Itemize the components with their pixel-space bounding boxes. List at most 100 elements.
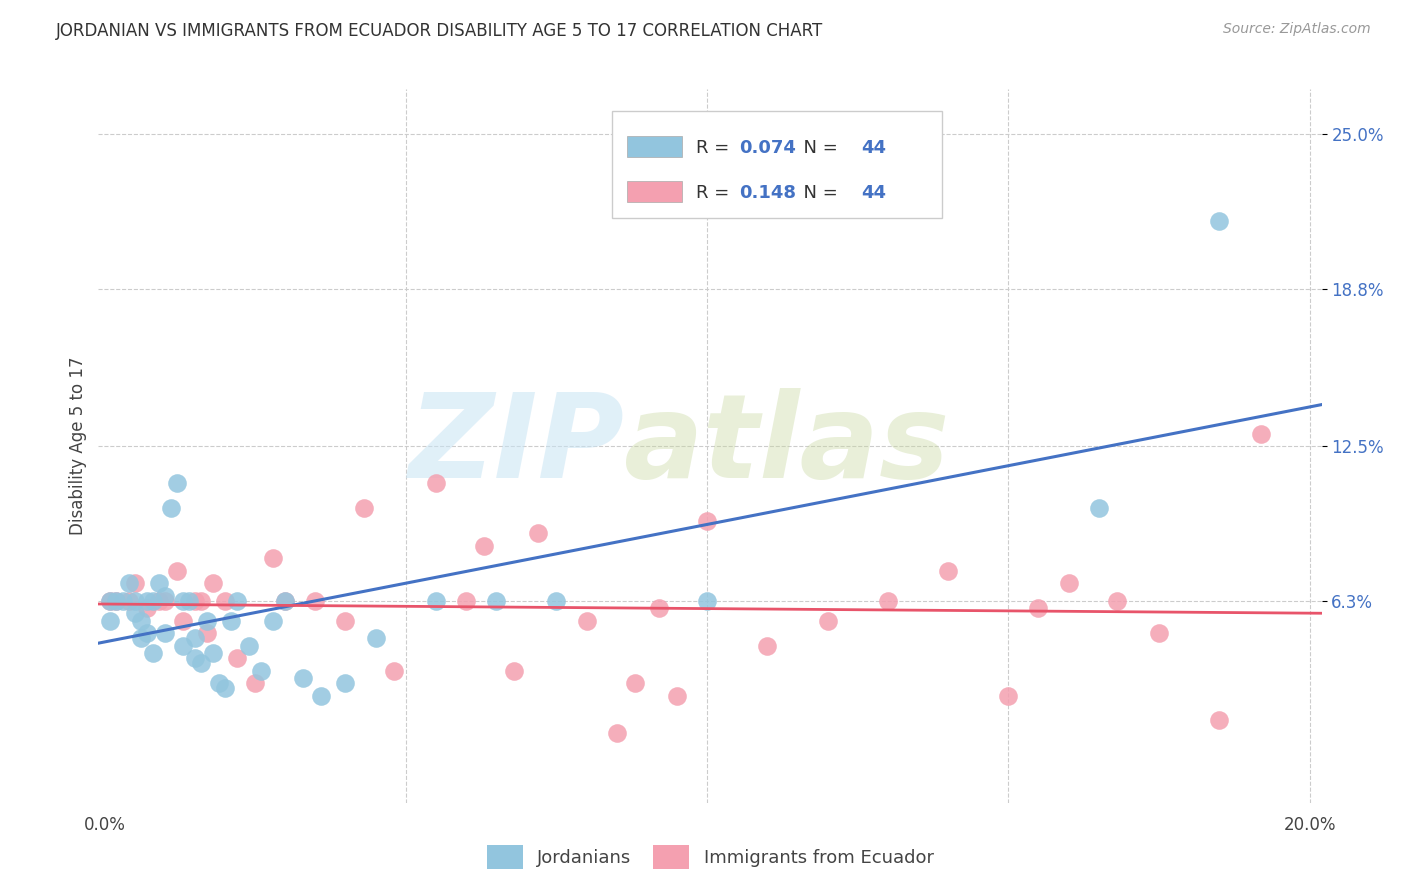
Point xyxy=(100,593,122,607)
Point xyxy=(575,614,598,628)
Point xyxy=(153,626,176,640)
Point xyxy=(172,639,194,653)
Point xyxy=(997,689,1019,703)
Point xyxy=(214,593,236,607)
Point xyxy=(142,593,165,607)
Point xyxy=(100,614,122,628)
Point xyxy=(696,514,718,528)
Point xyxy=(195,614,218,628)
Point xyxy=(876,593,898,607)
Point xyxy=(274,593,297,607)
Point xyxy=(100,593,122,607)
Text: R =: R = xyxy=(696,185,735,202)
Point xyxy=(425,476,447,491)
Point xyxy=(124,593,146,607)
Point xyxy=(214,681,236,695)
Point xyxy=(190,656,212,670)
Point xyxy=(292,671,315,685)
Point xyxy=(166,564,188,578)
Point xyxy=(172,593,194,607)
Point xyxy=(262,551,284,566)
Point xyxy=(1057,576,1080,591)
Point xyxy=(238,639,260,653)
Point xyxy=(184,593,207,607)
Point xyxy=(696,593,718,607)
Point xyxy=(105,593,128,607)
FancyBboxPatch shape xyxy=(612,111,942,218)
Point xyxy=(129,631,152,645)
Text: 0.148: 0.148 xyxy=(740,185,796,202)
Point xyxy=(648,601,671,615)
Text: R =: R = xyxy=(696,139,735,157)
Point xyxy=(1105,593,1128,607)
Text: N =: N = xyxy=(792,139,844,157)
Point xyxy=(817,614,839,628)
Point xyxy=(353,501,375,516)
Point xyxy=(135,626,157,640)
Point xyxy=(142,646,165,660)
Point xyxy=(201,646,224,660)
Point xyxy=(226,651,249,665)
Point xyxy=(304,593,326,607)
Y-axis label: Disability Age 5 to 17: Disability Age 5 to 17 xyxy=(69,357,87,535)
Point xyxy=(250,664,273,678)
Point xyxy=(117,593,139,607)
Point xyxy=(472,539,495,553)
Point xyxy=(485,593,508,607)
Point xyxy=(335,614,357,628)
Point xyxy=(382,664,405,678)
Point xyxy=(177,593,200,607)
Point xyxy=(546,593,568,607)
Point xyxy=(129,614,152,628)
Point xyxy=(274,593,297,607)
Point xyxy=(335,676,357,690)
FancyBboxPatch shape xyxy=(627,136,682,157)
Point xyxy=(172,614,194,628)
Point xyxy=(153,593,176,607)
Point xyxy=(1208,714,1230,728)
Text: 0.074: 0.074 xyxy=(740,139,796,157)
Point xyxy=(190,593,212,607)
Point xyxy=(1087,501,1109,516)
Point xyxy=(226,593,249,607)
Legend: Jordanians, Immigrants from Ecuador: Jordanians, Immigrants from Ecuador xyxy=(479,838,941,876)
Text: JORDANIAN VS IMMIGRANTS FROM ECUADOR DISABILITY AGE 5 TO 17 CORRELATION CHART: JORDANIAN VS IMMIGRANTS FROM ECUADOR DIS… xyxy=(56,22,824,40)
Point xyxy=(201,576,224,591)
Point xyxy=(756,639,779,653)
Point xyxy=(311,689,333,703)
Point xyxy=(184,651,207,665)
FancyBboxPatch shape xyxy=(627,181,682,202)
Point xyxy=(148,593,170,607)
Point xyxy=(527,526,550,541)
Point xyxy=(243,676,266,690)
Point xyxy=(124,576,146,591)
Point xyxy=(503,664,526,678)
Point xyxy=(135,601,157,615)
Point xyxy=(153,589,176,603)
Point xyxy=(936,564,959,578)
Text: N =: N = xyxy=(792,185,844,202)
Text: 44: 44 xyxy=(862,139,886,157)
Point xyxy=(219,614,242,628)
Point xyxy=(117,576,139,591)
Text: 44: 44 xyxy=(862,185,886,202)
Point xyxy=(454,593,477,607)
Point xyxy=(124,606,146,620)
Text: Source: ZipAtlas.com: Source: ZipAtlas.com xyxy=(1223,22,1371,37)
Point xyxy=(665,689,688,703)
Point xyxy=(262,614,284,628)
Point xyxy=(148,576,170,591)
Point xyxy=(364,631,387,645)
Point xyxy=(184,631,207,645)
Point xyxy=(208,676,231,690)
Point xyxy=(111,593,134,607)
Text: ZIP: ZIP xyxy=(408,389,624,503)
Point xyxy=(1208,214,1230,228)
Point xyxy=(159,501,181,516)
Point xyxy=(195,626,218,640)
Point xyxy=(1147,626,1170,640)
Point xyxy=(623,676,645,690)
Point xyxy=(425,593,447,607)
Point xyxy=(606,726,628,740)
Point xyxy=(135,593,157,607)
